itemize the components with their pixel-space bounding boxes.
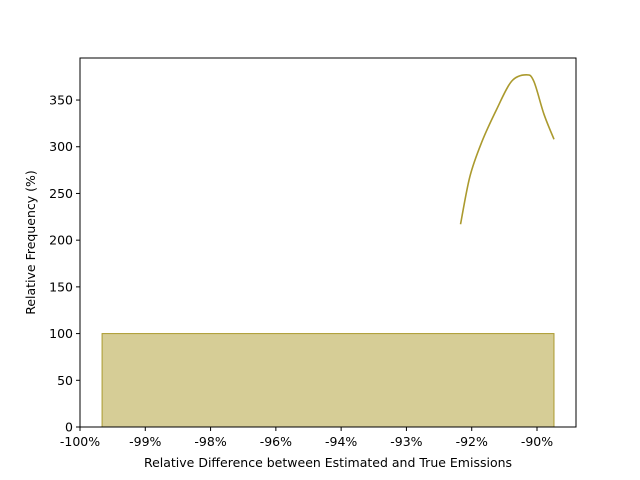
- y-tick-label: 350: [49, 93, 73, 108]
- y-axis-ticks: 0 50 100 150 200 250 300 350: [49, 93, 80, 435]
- y-tick-label: 200: [49, 233, 73, 248]
- x-tick-label: -94%: [325, 434, 357, 449]
- density-line: [459, 74, 555, 225]
- histogram-bar: [101, 333, 555, 428]
- x-tick-label: -93%: [390, 434, 422, 449]
- y-tick-label: 0: [65, 420, 73, 435]
- y-axis-label: Relative Frequency (%): [23, 170, 38, 315]
- x-tick-label: -90%: [521, 434, 553, 449]
- plot-frame: [79, 57, 577, 428]
- x-tick-label: -96%: [260, 434, 292, 449]
- x-tick-label: -98%: [194, 434, 226, 449]
- x-tick-label: -99%: [129, 434, 161, 449]
- histogram-bars: [101, 333, 555, 428]
- x-axis-label: Relative Difference between Estimated an…: [144, 455, 512, 470]
- x-tick-label: -92%: [456, 434, 488, 449]
- x-axis-ticks: -100% -99% -98% -96% -94% -93% -92% -90%: [60, 427, 553, 449]
- y-tick-label: 150: [49, 279, 73, 294]
- y-tick-label: 100: [49, 326, 73, 341]
- y-tick-label: 300: [49, 139, 73, 154]
- x-tick-label: -100%: [60, 434, 100, 449]
- density-lines: [459, 74, 555, 225]
- y-tick-label: 250: [49, 186, 73, 201]
- y-tick-label: 50: [57, 373, 73, 388]
